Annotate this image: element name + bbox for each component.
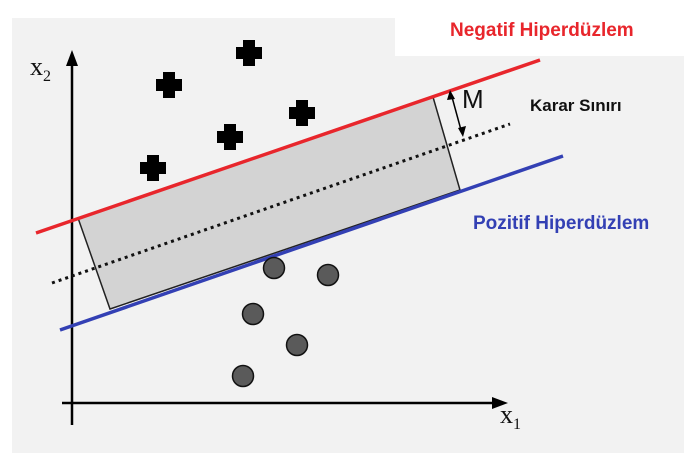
positive-class-markers <box>231 256 340 388</box>
plus-marker <box>156 72 182 98</box>
decision-boundary-label: Karar Sınırı <box>530 96 622 115</box>
x1-axis-label: x1 <box>500 400 521 434</box>
margin-label: M <box>462 84 484 114</box>
circle-marker <box>285 333 309 357</box>
plus-marker <box>140 155 166 181</box>
circle-marker <box>241 302 265 326</box>
negative-class-markers <box>140 40 315 181</box>
x1-axis-arrow <box>492 397 508 409</box>
x2-subscript: 2 <box>43 68 51 86</box>
positive-hyperplane-label: Pozitif Hiperdüzlem <box>473 213 650 234</box>
x1-subscript: 1 <box>513 416 521 434</box>
plus-marker <box>289 100 315 126</box>
title-backdrop <box>395 16 695 56</box>
x1-base: x <box>500 400 513 429</box>
plus-marker <box>217 124 243 150</box>
negative-hyperplane-line <box>35 58 541 235</box>
negative-hyperplane-label: Negatif Hiperdüzlem <box>450 20 634 41</box>
positive-hyperplane-line <box>59 154 564 332</box>
plus-marker <box>236 40 262 66</box>
circle-marker <box>231 364 255 388</box>
margin-arrow-head-top <box>447 90 455 100</box>
circle-marker <box>316 263 340 287</box>
margin-arrow <box>451 96 462 131</box>
x2-base: x <box>30 52 43 81</box>
x2-axis-label: x2 <box>30 52 51 86</box>
margin-arrow-head-bottom <box>458 126 466 137</box>
circle-marker <box>262 256 286 280</box>
x2-axis-arrow <box>66 50 78 66</box>
